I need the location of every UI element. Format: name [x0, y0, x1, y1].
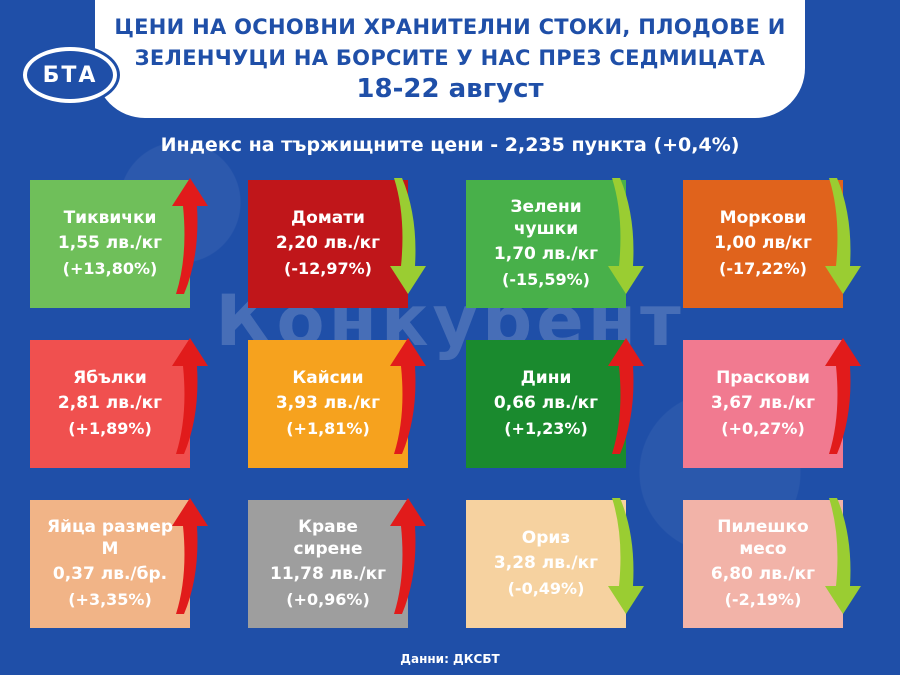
price-card: Дини 0,66 лв./кг (+1,23%): [466, 340, 626, 468]
product-name: Дини: [520, 368, 572, 388]
price-card: Ориз 3,28 лв./кг (-0,49%): [466, 500, 626, 628]
product-price: 6,80 лв./кг: [710, 564, 816, 584]
product-price: 1,70 лв./кг: [493, 244, 599, 264]
price-change: (+1,81%): [286, 419, 370, 438]
bta-logo-text: БТА: [27, 51, 113, 99]
product-name: Яйца размер М: [46, 517, 174, 559]
trend-down-arrow-icon: [390, 178, 426, 294]
trend-down-arrow-icon: [825, 178, 861, 294]
trend-down-arrow-icon: [608, 178, 644, 294]
product-price: 2,81 лв./кг: [57, 393, 163, 413]
product-name: Моркови: [719, 208, 807, 228]
price-card: Ябълки 2,81 лв./кг (+1,89%): [30, 340, 190, 468]
price-change: (+3,35%): [68, 590, 152, 609]
price-change: (+1,89%): [68, 419, 152, 438]
product-name: Краве сирене: [293, 517, 363, 559]
trend-up-arrow-icon: [825, 338, 861, 454]
price-change: (+13,80%): [62, 259, 158, 278]
price-change: (-17,22%): [719, 259, 807, 278]
product-name: Зелени чушки: [510, 197, 582, 239]
product-name: Пилешко месо: [717, 517, 809, 559]
price-change: (-12,97%): [284, 259, 372, 278]
price-card: Тиквички 1,55 лв./кг (+13,80%): [30, 180, 190, 308]
price-card: Праскови 3,67 лв./кг (+0,27%): [683, 340, 843, 468]
product-price: 1,55 лв./кг: [57, 233, 163, 253]
data-source: Данни: ДКСБТ: [400, 652, 500, 666]
product-price: 3,28 лв./кг: [493, 553, 599, 573]
date-range: 18-22 август: [356, 74, 544, 104]
product-name: Кайсии: [292, 368, 364, 388]
trend-up-arrow-icon: [390, 498, 426, 614]
trend-up-arrow-icon: [608, 338, 644, 454]
product-price: 1,00 лв/кг: [714, 233, 812, 253]
product-price: 0,37 лв./бр.: [52, 564, 168, 584]
product-price: 3,67 лв./кг: [710, 393, 816, 413]
product-price: 0,66 лв./кг: [493, 393, 599, 413]
price-change: (+0,96%): [286, 590, 370, 609]
trend-up-arrow-icon: [390, 338, 426, 454]
price-card: Краве сирене 11,78 лв./кг (+0,96%): [248, 500, 408, 628]
header-banner: ЦЕНИ НА ОСНОВНИ ХРАНИТЕЛНИ СТОКИ, ПЛОДОВ…: [95, 0, 805, 118]
title-line-1: ЦЕНИ НА ОСНОВНИ ХРАНИТЕЛНИ СТОКИ, ПЛОДОВ…: [114, 15, 786, 39]
price-card: Кайсии 3,93 лв./кг (+1,81%): [248, 340, 408, 468]
market-index-line: Индекс на тържищните цени - 2,235 пункта…: [160, 134, 740, 156]
product-name: Праскови: [716, 368, 810, 388]
product-price: 11,78 лв./кг: [270, 564, 386, 584]
price-change: (-15,59%): [502, 270, 590, 289]
price-change: (+1,23%): [504, 419, 588, 438]
product-name: Ориз: [521, 528, 571, 548]
price-card: Пилешко месо 6,80 лв./кг (-2,19%): [683, 500, 843, 628]
price-card: Домати 2,20 лв./кг (-12,97%): [248, 180, 408, 308]
trend-up-arrow-icon: [172, 178, 208, 294]
trend-up-arrow-icon: [172, 338, 208, 454]
price-card: Моркови 1,00 лв/кг (-17,22%): [683, 180, 843, 308]
product-price: 3,93 лв./кг: [275, 393, 381, 413]
price-card: Яйца размер М 0,37 лв./бр. (+3,35%): [30, 500, 190, 628]
trend-down-arrow-icon: [608, 498, 644, 614]
title-line-2: ЗЕЛЕНЧУЦИ НА БОРСИТЕ У НАС ПРЕЗ СЕДМИЦАТ…: [134, 46, 766, 70]
price-card: Зелени чушки 1,70 лв./кг (-15,59%): [466, 180, 626, 308]
trend-down-arrow-icon: [825, 498, 861, 614]
product-name: Домати: [291, 208, 365, 228]
trend-up-arrow-icon: [172, 498, 208, 614]
product-price: 2,20 лв./кг: [275, 233, 381, 253]
price-change: (-0,49%): [507, 579, 585, 598]
product-name: Тиквички: [63, 208, 157, 228]
product-name: Ябълки: [73, 368, 147, 388]
bta-logo: БТА: [20, 44, 120, 106]
price-change: (-2,19%): [724, 590, 802, 609]
price-change: (+0,27%): [721, 419, 805, 438]
